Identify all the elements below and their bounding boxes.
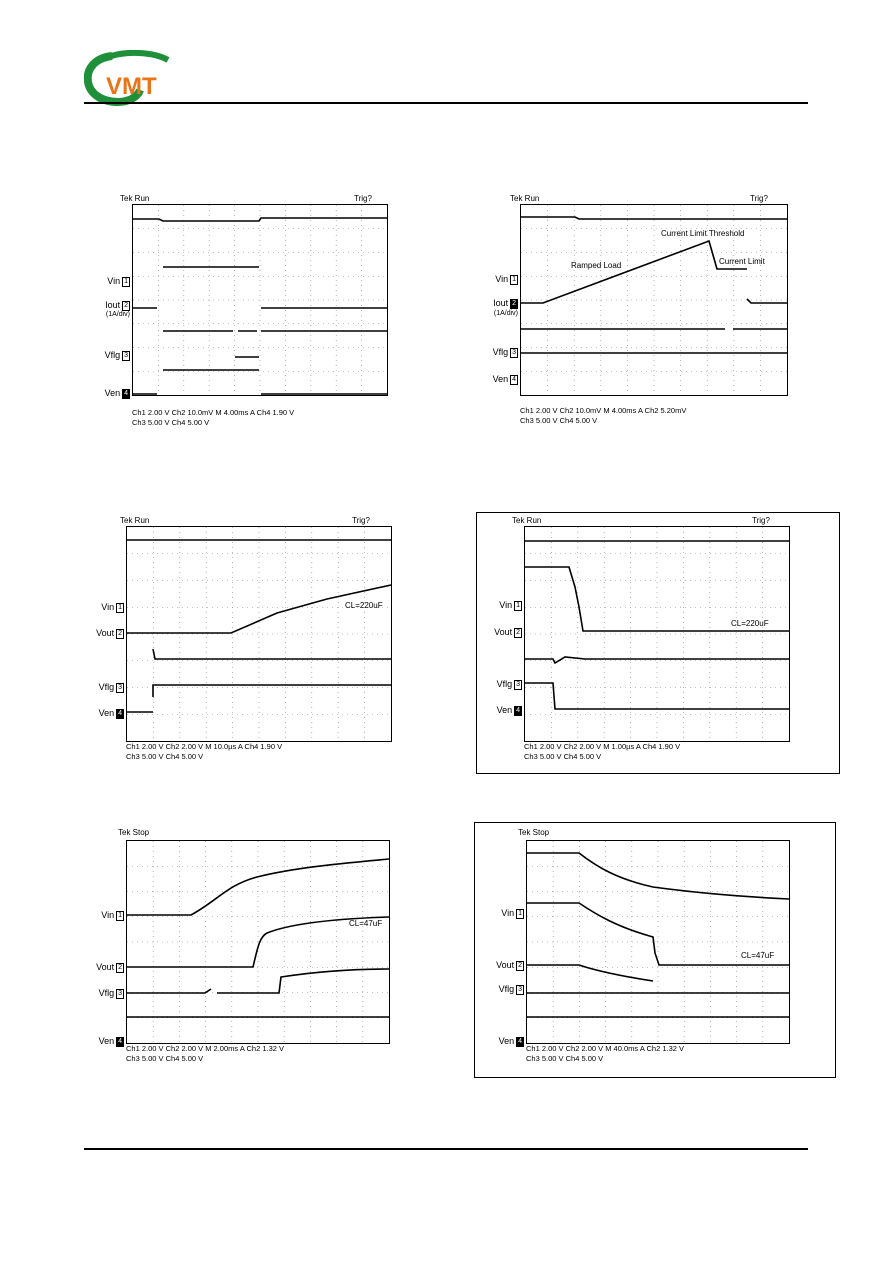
channel-label-3: Vflg 3 — [98, 682, 124, 693]
channel-label-2: Iout 2 — [493, 298, 518, 309]
annotation-cl: CL=220uF — [345, 601, 383, 610]
trace-vflg — [127, 968, 389, 994]
trace-vin — [525, 566, 789, 632]
scope-panel-5: Tek Stop CL=47uF Vin 1 Vout 2 Vflg 3 Ven 4 C… — [84, 822, 394, 1072]
scope-status: Tek Stop — [118, 828, 150, 837]
scope-screen — [132, 204, 388, 396]
channel-label-1: Vin 1 — [501, 908, 524, 919]
scope-status: Tek Run — [510, 194, 540, 203]
channel-label-3: Vflg 3 — [98, 988, 124, 999]
scope-readout-2: Ch3 5.00 V Ch4 5.00 V — [132, 418, 210, 427]
scope-readout-1: Ch1 2.00 V Ch2 2.00 V M 10.0µs A Ch4 1.9… — [126, 742, 283, 751]
channel-label-4: Ven 4 — [98, 1036, 124, 1047]
trace-top — [133, 217, 387, 222]
scope-readout-2: Ch3 5.00 V Ch4 5.00 V — [520, 416, 598, 425]
trace-vout — [127, 916, 389, 968]
company-logo: VMT — [84, 50, 170, 106]
scope-readout-2: Ch3 5.00 V Ch4 5.00 V — [126, 752, 204, 761]
scope-panel-2: Tek Run Trig? Current Limit Threshold Ra… — [480, 190, 790, 430]
trace-top — [521, 216, 787, 220]
channel-label-1: Vin 1 — [499, 600, 522, 611]
trace-vout — [127, 584, 391, 634]
trace-vout — [527, 964, 654, 982]
scope-screen: CL=47uF — [126, 840, 390, 1044]
channel-label-2: Iout 2 — [105, 300, 130, 311]
trigger-status: Trig? — [352, 516, 370, 525]
header-rule — [84, 102, 808, 104]
trace-vin — [527, 902, 789, 966]
trace-mid — [525, 656, 789, 665]
channel-label-3: Vflg 3 — [498, 984, 524, 995]
trigger-status: Trig? — [750, 194, 768, 203]
channel-label-4: Ven 4 — [98, 708, 124, 719]
channel-label-4: Ven 4 — [496, 705, 522, 716]
trigger-status: Trig? — [752, 516, 770, 525]
trace-vflg — [152, 684, 391, 697]
channel-label-1: Vin 1 — [101, 910, 124, 921]
scope-screen: Current Limit Threshold Ramped Load Curr… — [520, 204, 788, 396]
channel-label-1: Vin 1 — [101, 602, 124, 613]
channel-label-3: Vflg 3 — [496, 679, 522, 690]
scope-readout-1: Ch1 2.00 V Ch2 10.0mV M 4.00ms A Ch4 1.9… — [132, 408, 295, 417]
scope-status: Tek Stop — [518, 828, 550, 837]
scope-status: Tek Run — [512, 516, 542, 525]
annotation-threshold: Current Limit Threshold — [661, 229, 745, 238]
scope-readout-2: Ch3 5.00 V Ch4 5.00 V — [526, 1054, 604, 1063]
scope-readout-1: Ch1 2.00 V Ch2 2.00 V M 40.0ms A Ch2 1.3… — [526, 1044, 685, 1053]
scope-panel-1: Tek Run Trig? Vin 1 Iout 2 (1A/div) Vflg 3 … — [90, 190, 390, 430]
annotation-ramped: Ramped Load — [571, 261, 622, 270]
channel-label-2: Vout 2 — [96, 962, 124, 973]
footer-rule — [84, 1148, 808, 1150]
channel-label-3: Vflg 3 — [104, 350, 130, 361]
scope-readout-2: Ch3 5.00 V Ch4 5.00 V — [126, 1054, 204, 1063]
trace-top — [527, 852, 789, 900]
panel-frame-4 — [476, 512, 840, 774]
trace-iout — [521, 239, 747, 304]
scope-screen: CL=220uF — [126, 526, 392, 742]
scope-readout-1: Ch1 2.00 V Ch2 2.00 V M 1.00µs A Ch4 1.9… — [524, 742, 681, 751]
scope-status: Tek Run — [120, 516, 150, 525]
scope-screen: CL=47uF — [526, 840, 790, 1044]
annotation-cl: CL=47uF — [349, 919, 383, 928]
annotation-limit: Current Limit — [719, 257, 765, 266]
trace-vin-top — [127, 858, 389, 916]
channel-label-2: Vout 2 — [96, 628, 124, 639]
scope-readout-2: Ch3 5.00 V Ch4 5.00 V — [524, 752, 602, 761]
channel-label-2: Vout 2 — [496, 960, 524, 971]
scope-readout-1: Ch1 2.00 V Ch2 2.00 V M 2.00ms A Ch2 1.3… — [126, 1044, 285, 1053]
scope-panel-3: Tek Run Trig? CL=220uF Vin 1 Vout 2 Vflg 3 … — [88, 512, 396, 762]
scope-panel-4: Tek Run Trig? CL=220uF Vin 1 Vout 2 Vflg 3 … — [484, 512, 794, 762]
trace-mid — [152, 648, 391, 660]
scope-panel-6: Tek Stop CL=47uF Vin 1 Vout 2 Vflg 3 Ven 4 C… — [484, 822, 794, 1072]
channel-label-3: Vflg 3 — [492, 347, 518, 358]
trigger-status: Trig? — [354, 194, 372, 203]
channel-label-4: Ven 4 — [492, 374, 518, 385]
logo-text: VMT — [106, 73, 157, 100]
channel-label-1: Vin 1 — [107, 276, 130, 287]
channel-label-1: Vin 1 — [495, 274, 518, 285]
scope-status: Tek Run — [120, 194, 150, 203]
panel-frame-6 — [474, 822, 836, 1078]
channel-sublabel: (1A/div) — [493, 310, 518, 317]
trace-iout-end — [746, 298, 787, 304]
channel-sublabel: (1A/div) — [105, 311, 130, 318]
scope-screen: CL=220uF — [524, 526, 790, 742]
scope-readout-1: Ch1 2.00 V Ch2 10.0mV M 4.00ms A Ch2 5.2… — [520, 406, 687, 415]
annotation-cl: CL=47uF — [741, 951, 775, 960]
annotation-cl: CL=220uF — [731, 619, 769, 628]
channel-label-4: Ven 4 — [498, 1036, 524, 1047]
channel-label-4: Ven 4 — [104, 388, 130, 399]
channel-label-2: Vout 2 — [494, 627, 522, 638]
trace-vflg — [525, 682, 789, 710]
